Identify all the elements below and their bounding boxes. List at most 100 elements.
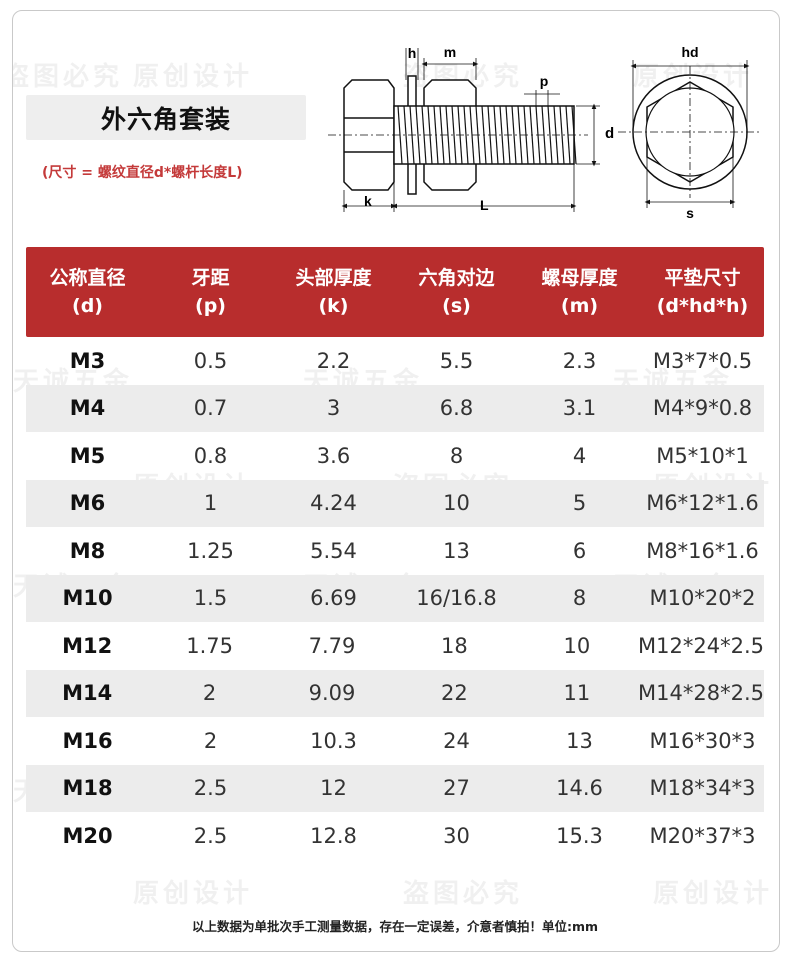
table-cell: 1 xyxy=(203,491,218,516)
thread-line xyxy=(511,105,517,165)
table-cell: 5.54 xyxy=(310,538,357,563)
table-cell: 10 xyxy=(563,633,591,658)
table-cell: 10.3 xyxy=(310,728,357,753)
table-cell: 15.3 xyxy=(556,823,603,848)
table-cell: 1.75 xyxy=(186,633,233,658)
table-cell: 27 xyxy=(443,776,470,801)
watermark: 原创设计 xyxy=(653,879,774,909)
table-cell: 18 xyxy=(441,633,468,658)
table-cell: M4*9*0.8 xyxy=(652,396,753,421)
table-cell: M12 xyxy=(62,633,113,658)
table-cell: 30 xyxy=(443,823,470,848)
table-cell: 24 xyxy=(443,728,470,753)
column-header-symbol: (k) xyxy=(318,295,349,317)
table-cell: M16*30*3 xyxy=(649,728,756,753)
label-p: p xyxy=(540,73,549,89)
table-cell: 3 xyxy=(326,396,341,421)
table-row: M10 1.5 6.69 16/16.8 8 M10*20*2 xyxy=(26,574,764,622)
table-cell: M8 xyxy=(69,538,106,563)
table-cell: 4.24 xyxy=(310,491,357,516)
table-cell: 2.3 xyxy=(562,348,597,373)
table-row: M20 2.5 12.8 30 15.3 M20*37*3 xyxy=(26,812,764,860)
thread-line xyxy=(415,105,421,165)
table-cell: 10 xyxy=(443,491,470,516)
table-row: M6 1 4.24 10 5 M6*12*1.6 xyxy=(26,479,764,527)
watermark: 盗图必究 xyxy=(403,879,524,909)
column-header-label: 六角对边 xyxy=(418,267,495,289)
column-header: 螺母厚度 (m) xyxy=(518,247,641,337)
table-cell: 0.5 xyxy=(193,348,228,373)
thread-line xyxy=(403,105,409,165)
table-cell: 2 xyxy=(203,728,218,753)
table-cell: 0.8 xyxy=(193,443,228,468)
column-header-label: 平垫尺寸 xyxy=(664,267,741,289)
table-cell: M6 xyxy=(69,491,106,516)
table-cell: 2.2 xyxy=(316,348,351,373)
table-row: M14 2 9.09 22 11 M14*28*2.5 xyxy=(26,669,764,717)
table-cell: 3.6 xyxy=(316,443,351,468)
table-cell: 8 xyxy=(449,443,464,468)
table-cell: 11 xyxy=(563,681,591,706)
column-header: 六角对边 (s) xyxy=(395,247,518,337)
table-cell: 13 xyxy=(566,728,593,753)
table-cell: 22 xyxy=(441,681,468,706)
table-cell: 1.25 xyxy=(187,538,234,563)
table-cell: M3 xyxy=(69,348,106,373)
table-cell: 3.1 xyxy=(562,396,597,421)
table-cell: M14 xyxy=(62,681,113,706)
column-header-label: 牙距 xyxy=(191,267,230,289)
table-cell: M18 xyxy=(62,776,113,801)
spec-table: 公称直径 (d) 牙距 (p) 头部厚度 (k) 六角对边 (s) 螺母厚度 (m) 平垫尺寸 (d*… xyxy=(26,247,764,860)
end-view xyxy=(618,66,762,198)
table-cell: 13 xyxy=(443,538,470,563)
table-cell: 2.5 xyxy=(193,823,228,848)
table-cell: 12.8 xyxy=(310,823,357,848)
table-body: M3 0.5 2.2 5.5 2.3 M3*7*0.5 M4 0.7 3 6.8 3.1 M4*9*0… xyxy=(26,337,764,860)
table-cell: 0.7 xyxy=(193,396,228,421)
table-cell: 5.5 xyxy=(439,348,474,373)
table-cell: 1.5 xyxy=(193,586,228,611)
column-header-symbol: (d) xyxy=(72,295,103,317)
table-cell: M5 xyxy=(69,443,106,468)
table-cell: 9.09 xyxy=(308,681,356,706)
table-cell: M10 xyxy=(62,586,113,611)
table-cell: M4 xyxy=(69,396,106,421)
table-cell: M8*16*1.6 xyxy=(646,538,759,563)
table-cell: M12*24*2.5 xyxy=(638,633,764,658)
table-cell: 14.6 xyxy=(556,776,603,801)
column-header: 头部厚度 (k) xyxy=(272,247,395,337)
watermark: 原创设计 xyxy=(133,62,254,92)
label-h: h xyxy=(408,45,417,61)
label-k: k xyxy=(364,193,372,209)
table-cell: M6*12*1.6 xyxy=(646,491,759,516)
label-s: s xyxy=(686,205,694,220)
thread-line xyxy=(451,105,457,165)
table-cell: 7.79 xyxy=(308,633,356,658)
size-note: (尺寸 = 螺纹直径d*螺杆长度L) xyxy=(42,165,243,181)
table-row: M5 0.8 3.6 8 4 M5*10*1 xyxy=(26,432,764,480)
thread-line xyxy=(463,105,469,165)
thread-line xyxy=(499,105,505,165)
table-cell: M16 xyxy=(62,728,113,753)
label-d: d xyxy=(605,125,614,142)
table-cell: 6.8 xyxy=(439,396,474,421)
table-cell: M20 xyxy=(62,823,113,848)
page-title: 外六角套装 xyxy=(26,95,306,140)
table-cell: M10*20*2 xyxy=(649,586,756,611)
column-header-symbol: (d*hd*h) xyxy=(656,295,749,317)
watermark: 原创设计 xyxy=(133,879,254,909)
table-cell: 2.5 xyxy=(193,776,228,801)
column-header: 牙距 (p) xyxy=(149,247,272,337)
table-cell: M14*28*2.5 xyxy=(638,681,764,706)
table-cell: 16/16.8 xyxy=(416,586,497,611)
label-hd: hd xyxy=(681,44,698,60)
column-header-symbol: (m) xyxy=(560,295,599,317)
thread-line xyxy=(547,105,553,165)
column-header-label: 头部厚度 xyxy=(295,267,372,289)
thread-line xyxy=(559,105,565,165)
column-header-symbol: (s) xyxy=(442,295,471,317)
table-row: M12 1.75 7.79 18 10 M12*24*2.5 xyxy=(26,622,764,670)
watermark: 盗图必究 xyxy=(12,62,124,92)
table-cell: M5*10*1 xyxy=(656,443,749,468)
label-m: m xyxy=(444,44,456,60)
